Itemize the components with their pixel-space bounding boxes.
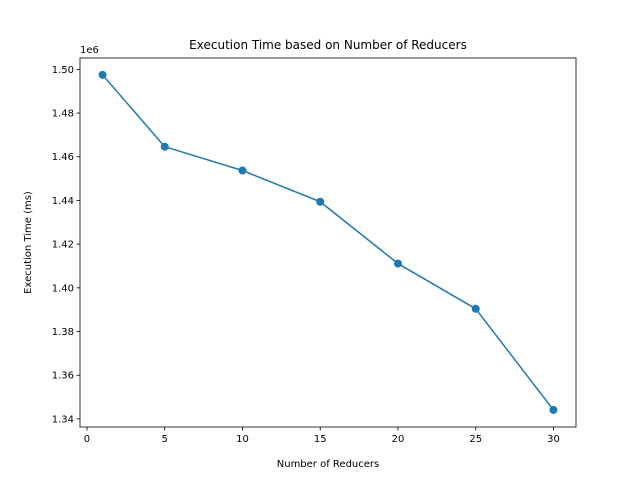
x-tick-label: 15 [314, 434, 327, 445]
plot-frame [79, 57, 577, 428]
y-tick-label: 1.40 [52, 283, 74, 294]
y-tick-label: 1.38 [52, 327, 74, 338]
y-axis-label: Execution Time (ms) [23, 191, 34, 294]
x-axis-label: Number of Reducers [277, 459, 379, 470]
y-tick-label: 1.44 [52, 196, 74, 207]
y-tick-label: 1.50 [52, 65, 74, 76]
data-point [160, 142, 169, 151]
data-point [549, 405, 558, 414]
y-tick-label: 1.48 [52, 109, 74, 120]
y-tick-label: 1.34 [52, 414, 74, 425]
data-point [98, 70, 107, 79]
y-tick-label: 1.46 [52, 152, 74, 163]
x-tick-label: 30 [547, 434, 560, 445]
data-point [238, 166, 247, 175]
x-tick-label: 20 [392, 434, 405, 445]
chart-title: Execution Time based on Number of Reduce… [189, 38, 467, 52]
y-tick-label: 1.36 [52, 371, 74, 382]
y-offset-label: 1e6 [80, 45, 99, 56]
x-tick-label: 0 [84, 434, 90, 445]
data-point [393, 259, 402, 268]
x-tick-label: 5 [162, 434, 168, 445]
plot-area: 0 5 10 15 20 25 30 1.34 1.36 1.38 1.40 1.42 1.44 1.46… [52, 65, 560, 445]
data-point [316, 197, 325, 206]
x-tick-label: 10 [236, 434, 249, 445]
x-tick-label: 25 [469, 434, 482, 445]
data-point [471, 304, 480, 313]
y-tick-label: 1.42 [52, 240, 74, 251]
